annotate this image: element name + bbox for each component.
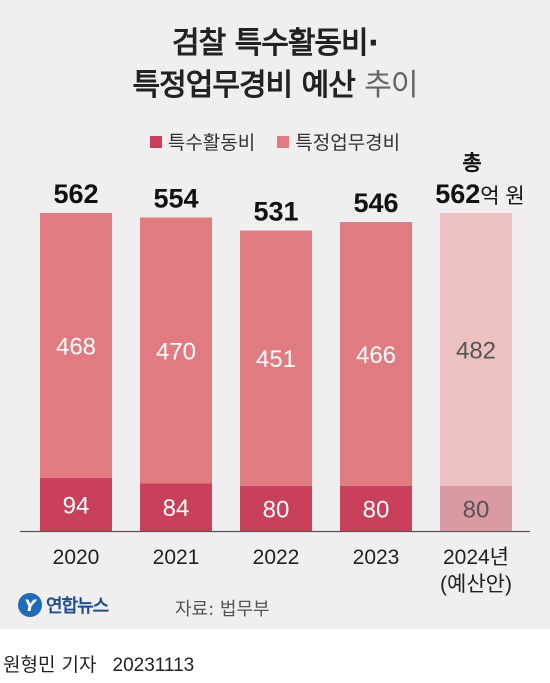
chart-title-line1: 검찰 특수활동비· (171, 26, 379, 61)
data-label-special-activity: 80 (463, 496, 490, 523)
legend-label-special-activity: 특수활동비 (167, 132, 256, 154)
total-label: 546 (353, 188, 398, 218)
x-tick-label: 2023 (353, 546, 400, 569)
data-label-specific-work: 468 (56, 333, 96, 360)
yonhap-logo: Y 연합뉴스 (18, 592, 109, 618)
data-label-specific-work: 482 (456, 337, 496, 364)
total-prefix-label: 총 (462, 151, 481, 175)
stacked-bar-chart: 94 468 562 2020 84 470 554 2021 80 451 531 2022 80 46… (20, 151, 530, 596)
yonhap-logo-icon: Y (18, 593, 42, 617)
total-label: 562억 원 (435, 179, 525, 209)
total-label: 562 (53, 179, 98, 209)
bar-special-activity (240, 485, 312, 531)
chart-title-light: 추이 (364, 68, 418, 103)
yonhap-logo-text: 연합뉴스 (46, 596, 109, 617)
bar-specific-work (140, 217, 212, 484)
total-label: 554 (153, 184, 198, 214)
total-label: 531 (253, 197, 298, 227)
x-tick-label: 2020 (53, 546, 100, 569)
data-label-special-activity: 80 (363, 496, 390, 523)
data-label-specific-work: 466 (356, 342, 396, 369)
data-label-specific-work: 470 (156, 338, 196, 365)
bar-special-activity (440, 485, 512, 531)
x-tick-label: 2022 (253, 546, 300, 569)
legend-item-specific-work: 특정업무경비 (277, 128, 400, 155)
chart-title-line2: 특정업무경비 예산 추이 (0, 60, 550, 104)
byline-date: 20231113 (112, 655, 195, 676)
x-tick-label: (예산안) (440, 573, 512, 596)
bar-special-activity (140, 483, 212, 531)
x-tick-label: 2021 (153, 546, 200, 569)
byline-author: 원형민 기자 (3, 654, 97, 676)
data-label-special-activity: 94 (63, 492, 90, 519)
bar-special-activity (340, 485, 412, 531)
chart-title-bold: 특정업무경비 예산 (132, 68, 356, 103)
x-tick-label: 2024년 (443, 546, 509, 569)
bar-specific-work (340, 222, 412, 486)
data-label-special-activity: 80 (263, 496, 290, 523)
source-text: 자료: 법무부 (175, 599, 270, 620)
bar-specific-work (440, 213, 512, 486)
legend-swatch-special-activity (149, 135, 162, 148)
bar-specific-work (240, 230, 312, 486)
legend-item-special-activity: 특수활동비 (149, 128, 256, 155)
legend-label-specific-work: 특정업무경비 (295, 132, 401, 154)
bar-specific-work (40, 213, 112, 478)
bar-special-activity (40, 477, 112, 531)
data-label-specific-work: 451 (256, 346, 296, 373)
byline: 원형민 기자 20231113 (3, 650, 194, 677)
legend-swatch-specific-work (277, 135, 290, 148)
data-label-special-activity: 84 (163, 495, 190, 522)
legend: 특수활동비 특정업무경비 (0, 128, 550, 155)
